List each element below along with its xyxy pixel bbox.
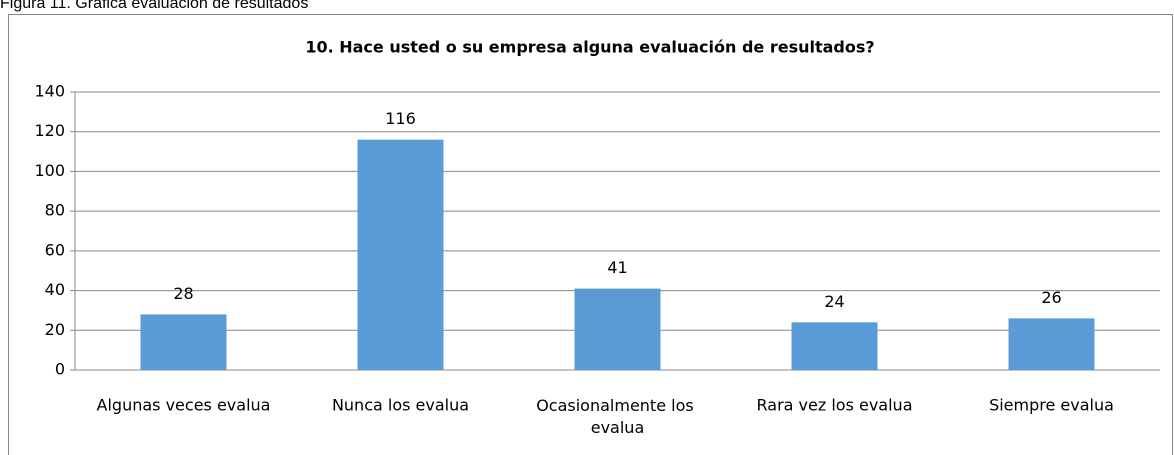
x-tick-label: Ocasionalmente los evalua — [536, 396, 699, 437]
x-tick-label: Rara vez los evalua — [757, 396, 913, 415]
chart-title: 10. Hace usted o su empresa alguna evalu… — [305, 38, 874, 57]
y-tick-label: 140 — [34, 82, 65, 101]
chart-frame — [8, 14, 1173, 455]
data-label: 116 — [385, 109, 416, 128]
y-tick-label: 20 — [45, 320, 65, 339]
bar — [574, 288, 661, 370]
y-tick-label: 0 — [55, 360, 65, 379]
y-tick-label: 80 — [45, 201, 65, 220]
bar — [1008, 318, 1095, 370]
x-tick-label: Algunas veces evalua — [97, 396, 271, 415]
bar — [140, 314, 227, 370]
y-tick-label: 40 — [45, 280, 65, 299]
data-label: 28 — [173, 284, 193, 303]
y-tick-label: 60 — [45, 240, 65, 259]
x-tick-label: Siempre evalua — [989, 396, 1114, 415]
x-tick-label: Nunca los evalua — [332, 396, 469, 415]
caption: Figura 11. Gráfica evaluación de resulta… — [0, 0, 308, 12]
bar — [791, 322, 878, 370]
y-tick-label: 120 — [34, 121, 65, 140]
y-tick-label: 100 — [34, 161, 65, 180]
data-label: 41 — [607, 258, 627, 277]
data-label: 26 — [1041, 288, 1061, 307]
data-label: 24 — [824, 292, 844, 311]
bar — [357, 139, 444, 370]
